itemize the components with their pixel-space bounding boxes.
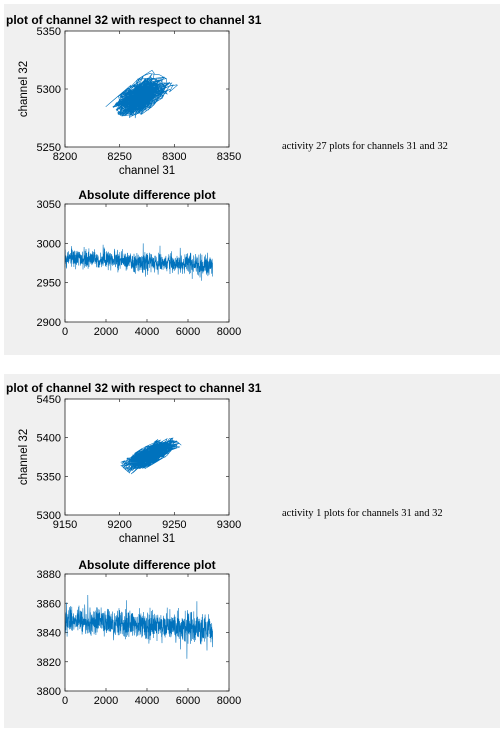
y-tick-label: 5250 (37, 142, 61, 154)
x-tick-label: 8000 (217, 695, 241, 707)
x-tick-label: 6000 (176, 695, 200, 707)
y-tick-label: 5400 (37, 433, 61, 445)
x-tick-label: 9150 (53, 519, 77, 531)
x-tick-label: 0 (62, 695, 68, 707)
x-tick-label: 9300 (217, 519, 241, 531)
y-tick-label: 5300 (37, 510, 61, 522)
chart-title: Absolute difference plot (78, 188, 215, 202)
y-axis-label: channel 32 (18, 429, 30, 485)
x-tick-label: 4000 (135, 695, 159, 707)
y-tick-label: 3000 (37, 238, 61, 250)
y-tick-label: 3050 (37, 199, 61, 211)
y-tick-label: 3840 (37, 628, 61, 640)
x-tick-label: 8250 (107, 151, 131, 163)
chart-title: plot of channel 32 with respect to chann… (6, 13, 262, 27)
y-tick-label: 5350 (37, 471, 61, 483)
figure-panel-activity-1: 9150 9200 9250 9300 5300 5350 5400 5450 plot of … (4, 374, 500, 728)
y-tick-label: 3800 (37, 686, 61, 698)
y-tick-label: 5350 (37, 26, 61, 38)
axes-frame (64, 573, 230, 692)
x-tick-label: 9200 (107, 519, 131, 531)
x-tick-label: 0 (62, 326, 68, 338)
x-tick-label: 8350 (217, 151, 241, 163)
x-axis-label: channel 31 (119, 533, 175, 545)
x-axis-label: channel 31 (119, 165, 175, 177)
y-tick-label: 2900 (37, 317, 61, 329)
y-tick-label: 3860 (37, 598, 61, 610)
chart-title: Absolute difference plot (78, 558, 215, 572)
axes-frame (64, 203, 230, 323)
y-axis-label: channel 32 (18, 61, 30, 117)
x-tick-label: 8300 (162, 151, 186, 163)
x-tick-label: 9250 (162, 519, 186, 531)
y-tick-label: 5300 (37, 84, 61, 96)
axes-frame (64, 398, 230, 516)
series-line (64, 243, 213, 281)
y-tick-label: 3820 (37, 657, 61, 669)
x-tick-label: 2000 (94, 695, 118, 707)
x-tick-label: 8000 (217, 326, 241, 338)
figure-caption: activity 27 plots for channels 31 and 32 (282, 141, 448, 152)
series-line (64, 594, 213, 659)
y-tick-label: 2950 (37, 278, 61, 290)
x-tick-label: 2000 (94, 326, 118, 338)
x-tick-label: 4000 (135, 326, 159, 338)
y-tick-label: 3880 (37, 569, 61, 581)
figure-caption: activity 1 plots for channels 31 and 32 (282, 508, 443, 519)
x-tick-label: 6000 (176, 326, 200, 338)
figure-panel-activity-27: 8200 8250 8300 8350 5250 5300 5350 plot of chan… (4, 4, 500, 355)
series-line (105, 69, 178, 119)
x-tick-label: 8200 (53, 151, 77, 163)
series-line (120, 437, 182, 475)
y-tick-label: 5450 (37, 394, 61, 406)
axes-frame (64, 30, 230, 148)
chart-title: plot of channel 32 with respect to chann… (6, 381, 262, 395)
